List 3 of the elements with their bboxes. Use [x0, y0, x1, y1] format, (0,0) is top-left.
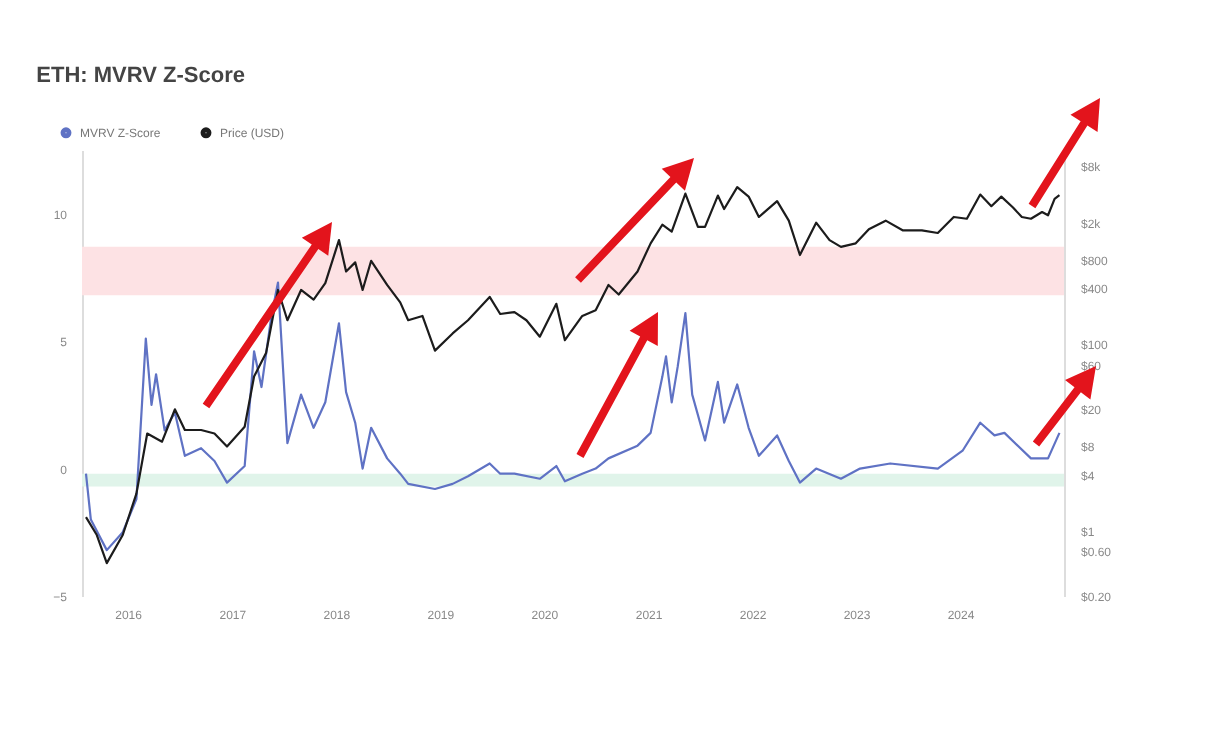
line-series: [84, 281, 1061, 552]
chart-title: ETH: MVRV Z-Score: [36, 64, 245, 88]
line-series: [84, 186, 1061, 565]
